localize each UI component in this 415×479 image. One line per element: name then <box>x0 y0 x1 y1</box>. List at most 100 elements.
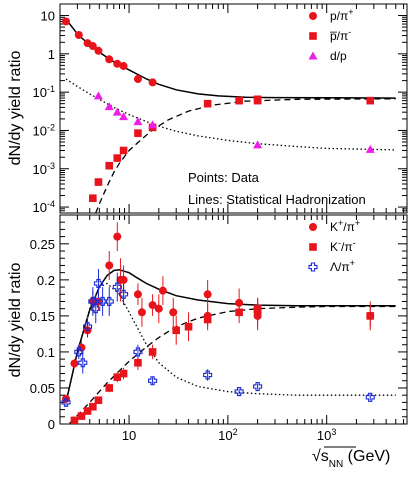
data-point <box>70 416 79 424</box>
legend-label-part: - <box>353 238 356 248</box>
data-point <box>113 373 122 381</box>
data-point <box>203 99 212 108</box>
data-point <box>184 322 193 331</box>
y-tick-label-part: 10 <box>33 200 47 215</box>
y-tick-label-part: 1 <box>48 47 55 62</box>
data-point <box>134 129 142 137</box>
data-point <box>203 315 212 324</box>
x-tick-label-part: 10 <box>122 428 136 443</box>
data-point <box>94 396 103 405</box>
x-axis-title-part: (GeV) <box>343 448 390 465</box>
data-point <box>203 290 212 299</box>
data-point <box>253 96 262 105</box>
annotation-text: Points: Data <box>188 170 260 185</box>
legend-label-part: K <box>330 240 338 254</box>
y-tick-label-part: 10 <box>33 85 47 100</box>
legend-label-part: + <box>355 218 360 228</box>
data-point <box>94 178 103 186</box>
data-series <box>61 222 375 424</box>
model-curve-line <box>65 78 396 151</box>
legend-label-part: + <box>348 7 353 17</box>
data-point <box>172 326 181 335</box>
data-point <box>148 78 157 87</box>
legend-marker <box>309 32 317 40</box>
y-tick-label: 0.15 <box>30 309 55 324</box>
y-tick-label-part: -2 <box>47 122 55 132</box>
data-point <box>61 17 70 26</box>
x-tick-label: 10 <box>122 428 136 443</box>
legend-label-part: Λ/π <box>330 260 350 274</box>
legend-label: d/p <box>330 49 347 63</box>
model-curve-line <box>69 305 396 424</box>
data-point <box>119 62 128 71</box>
y-tick-label: 10-1 <box>33 84 55 100</box>
data-point <box>119 369 128 378</box>
data-point <box>148 348 157 356</box>
plot-frame <box>59 3 408 214</box>
data-point <box>253 381 263 392</box>
x-tick-label-part: 2 <box>233 427 238 437</box>
data-point <box>234 387 244 397</box>
data-point <box>365 144 375 153</box>
y-tick-label: 10-3 <box>33 161 55 177</box>
axis-titles: dN/dy yield ratio dN/dy yield ratio √sNN (… <box>7 51 390 470</box>
x-axis-title-part: s <box>321 448 329 465</box>
data-point <box>77 412 86 420</box>
legend-marker <box>309 243 317 251</box>
data-point <box>74 31 83 40</box>
x-tick-label: 102 <box>218 427 237 443</box>
legend-marker <box>308 51 318 60</box>
y-tick-label: 0.25 <box>30 237 55 252</box>
data-point <box>94 46 103 55</box>
legend-label: Λ/π+ <box>330 258 355 274</box>
data-point <box>113 154 122 162</box>
data-point <box>203 370 213 380</box>
legend-label: K-/π- <box>330 238 356 254</box>
y-tick-label: 1 <box>48 47 55 62</box>
model-curve-line <box>65 282 396 403</box>
data-point <box>91 304 101 314</box>
legend-label-part: p/π <box>330 9 348 23</box>
legend: K+/π+K-/π-Λ/π+ <box>308 218 360 274</box>
data-point <box>112 107 122 116</box>
data-point <box>119 112 129 121</box>
data-point <box>235 308 243 317</box>
data-point <box>77 343 86 352</box>
data-point <box>98 296 108 307</box>
data-point <box>119 275 128 284</box>
legend: p/π+p̅/π-d/p <box>308 7 354 63</box>
data-point <box>365 392 375 402</box>
y-axis-title-top: dN/dy yield ratio <box>7 51 24 166</box>
data-point <box>253 140 263 149</box>
legend-label-part: p̅/π <box>330 29 349 43</box>
y-axis-title-bottom: dN/dy yield ratio <box>7 263 24 378</box>
y-tick-label: 0.05 <box>30 381 55 396</box>
data-point <box>119 289 129 299</box>
data-point <box>105 261 114 270</box>
y-tick-label: 10 <box>41 9 55 24</box>
legend-label-part: /π <box>343 220 355 234</box>
data-point <box>105 384 114 392</box>
data-point <box>89 194 97 203</box>
legend-marker <box>308 262 318 272</box>
data-point <box>148 376 158 386</box>
data-point <box>366 312 375 320</box>
y-tick-label: 0 <box>48 417 55 432</box>
data-point <box>169 308 178 317</box>
data-series <box>61 17 375 203</box>
data-point <box>366 96 375 105</box>
data-point <box>119 146 128 155</box>
data-point <box>113 232 122 241</box>
data-point <box>83 407 92 415</box>
data-point <box>134 358 142 367</box>
data-point <box>235 96 243 105</box>
data-point <box>104 296 114 307</box>
data-point <box>78 358 88 368</box>
y-tick-label-part: -4 <box>47 199 55 209</box>
y-tick-label: 0.2 <box>37 273 55 288</box>
legend-label-part: d/p <box>330 49 347 63</box>
model-curves <box>65 269 396 424</box>
legend-label-part: + <box>350 258 355 268</box>
